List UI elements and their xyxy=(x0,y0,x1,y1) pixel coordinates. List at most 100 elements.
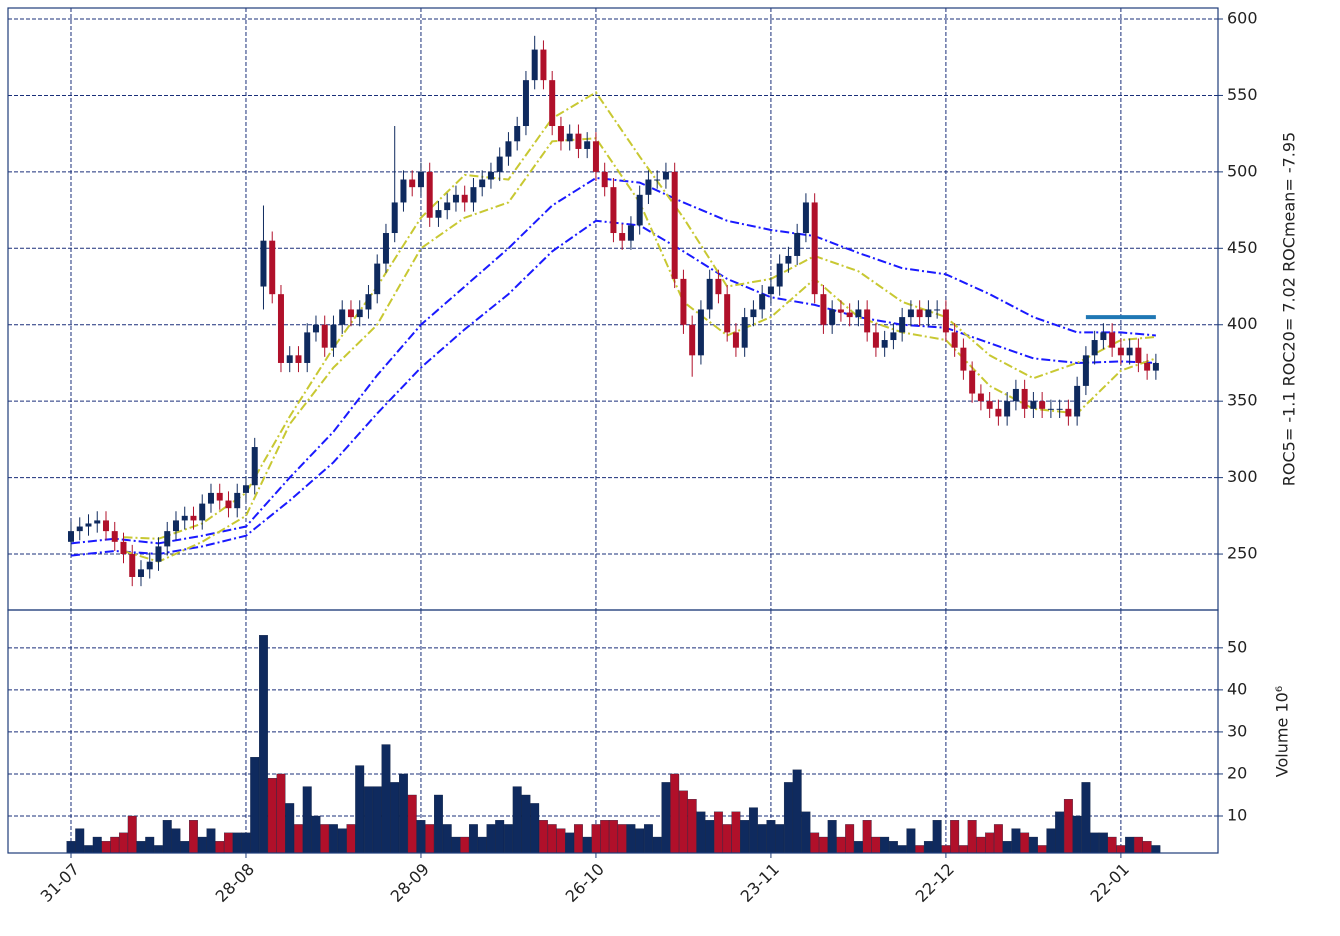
candle-body xyxy=(435,210,442,218)
volume-bar xyxy=(1011,828,1021,853)
volume-bar xyxy=(180,841,190,853)
volume-bar xyxy=(836,836,846,853)
candle-body xyxy=(304,332,311,363)
volume-bar xyxy=(381,744,391,853)
volume-bar xyxy=(1098,832,1108,853)
candle-body xyxy=(1056,408,1063,410)
candle-body xyxy=(1039,401,1046,409)
volume-bar xyxy=(1002,841,1012,853)
volume-bar xyxy=(722,824,732,853)
volume-bar xyxy=(1151,845,1161,853)
volume-bar xyxy=(84,845,93,853)
y-tick-label: 500 xyxy=(1227,161,1258,180)
candle-body xyxy=(146,561,153,570)
candle-body xyxy=(636,194,643,226)
volume-bar xyxy=(399,773,408,853)
candle-body xyxy=(1021,388,1028,409)
volume-bar xyxy=(862,820,872,853)
candle-body xyxy=(969,370,976,394)
candle-body xyxy=(907,309,914,318)
candle-body xyxy=(1109,332,1116,348)
candle-body xyxy=(942,309,949,333)
candle-body xyxy=(94,520,101,524)
candle-body xyxy=(697,309,704,356)
candle-body xyxy=(1065,408,1072,417)
volume-bar xyxy=(923,841,933,853)
candle-body xyxy=(759,294,766,310)
candle-body xyxy=(365,294,372,310)
y-axis-label: ROC5= -1.1 ROC20= 7.02 ROCmean= -7.95 xyxy=(1280,132,1299,486)
candle-body xyxy=(575,133,582,149)
volume-bar xyxy=(1063,799,1073,853)
volume-bar xyxy=(600,820,610,853)
volume-bar xyxy=(1037,845,1047,853)
candle-body xyxy=(269,240,276,295)
volume-bar xyxy=(1125,836,1135,853)
candle-body xyxy=(846,312,853,318)
volume-bar xyxy=(976,836,986,853)
volume-bar xyxy=(941,845,951,853)
candle-body xyxy=(977,393,984,402)
candle-body xyxy=(951,332,958,348)
volume-bar xyxy=(119,832,128,853)
candle-body xyxy=(409,179,416,188)
candle-body xyxy=(855,309,862,318)
candle-body xyxy=(321,324,328,348)
volume-bar xyxy=(442,824,452,853)
volume-bar xyxy=(582,836,592,853)
candle-body xyxy=(654,179,661,181)
y-tick-label: 450 xyxy=(1227,238,1258,257)
y-tick-label: 600 xyxy=(1227,9,1258,28)
candle-body xyxy=(837,309,844,313)
candle-body xyxy=(452,194,459,203)
candle-body xyxy=(995,408,1002,417)
volume-bar xyxy=(337,828,347,853)
candle-body xyxy=(715,278,722,295)
candle-body xyxy=(864,309,871,333)
volume-bar xyxy=(530,803,540,853)
candle-body xyxy=(339,309,346,325)
volume-bar xyxy=(993,824,1003,853)
volume-bar xyxy=(748,807,758,853)
candle-body xyxy=(120,541,127,555)
volume-bar xyxy=(162,820,172,853)
volume-bar xyxy=(591,824,601,853)
candle-body xyxy=(514,126,521,142)
candle-body xyxy=(592,141,599,172)
volume-bar xyxy=(171,828,181,853)
candle-body xyxy=(181,515,188,521)
candle-body xyxy=(85,523,92,527)
volume-bar xyxy=(145,836,155,853)
y-tick-label: 20 xyxy=(1227,763,1247,782)
candle-body xyxy=(767,286,774,295)
volume-bar xyxy=(538,820,548,853)
candle-body xyxy=(374,263,381,295)
candle-body xyxy=(776,263,783,287)
candle-body xyxy=(470,187,477,203)
volume-bar xyxy=(740,820,750,853)
candle-body xyxy=(1091,340,1098,356)
candle-body xyxy=(680,278,687,325)
volume-bar xyxy=(451,836,461,853)
volume-bar xyxy=(267,778,277,853)
candle-body xyxy=(1135,347,1142,363)
volume-bar xyxy=(713,811,723,853)
candle-body xyxy=(549,80,556,127)
volume-bar xyxy=(241,832,251,853)
candle-body xyxy=(251,447,258,486)
volume-bar xyxy=(469,824,478,853)
y-tick-label: 300 xyxy=(1227,467,1258,486)
volume-bar xyxy=(1090,832,1100,853)
volume-bar xyxy=(320,824,330,853)
candle-body xyxy=(785,255,792,264)
volume-bar xyxy=(932,820,942,853)
volume-bar xyxy=(503,824,513,853)
y-tick-label: 250 xyxy=(1227,544,1258,563)
volume-bar xyxy=(1028,836,1038,853)
candle-body xyxy=(1047,408,1054,410)
volume-bar xyxy=(1072,815,1082,853)
candle-body xyxy=(190,515,197,521)
volume-bar xyxy=(853,841,863,853)
candle-body xyxy=(811,202,818,295)
candle-body xyxy=(487,171,494,180)
